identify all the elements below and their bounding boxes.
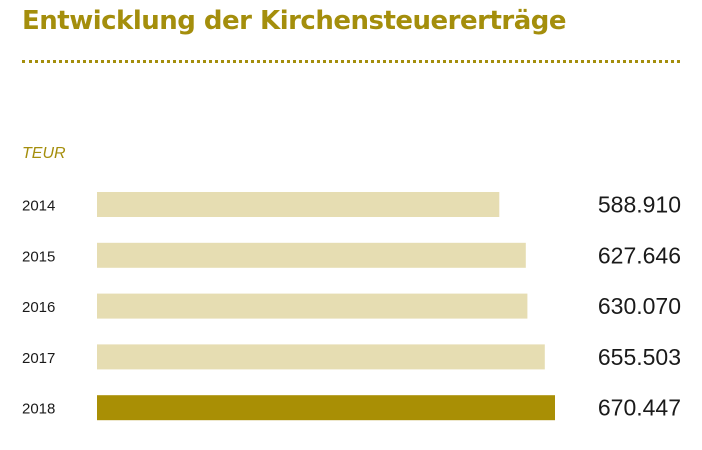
bar-2017: [97, 344, 545, 370]
category-label-2015: 2015: [22, 248, 55, 265]
value-label-2018: 670.447: [598, 395, 681, 421]
value-label-2017: 655.503: [598, 344, 681, 370]
value-label-2014: 588.910: [598, 192, 681, 218]
category-label-2018: 2018: [22, 401, 55, 418]
value-label-2016: 630.070: [598, 293, 681, 319]
bar-2016: [97, 293, 528, 319]
bar-2015: [97, 242, 526, 268]
unit-label: TEUR: [22, 145, 66, 162]
chart-title: Entwicklung der Kirchensteuererträge: [22, 6, 567, 36]
category-label-2014: 2014: [22, 198, 55, 215]
category-label-2016: 2016: [22, 299, 55, 316]
bar-2018: [97, 395, 555, 421]
bar-2014: [97, 192, 500, 217]
category-label-2017: 2017: [22, 350, 55, 367]
dotted-divider: [22, 60, 680, 63]
value-label-2015: 627.646: [598, 242, 681, 268]
